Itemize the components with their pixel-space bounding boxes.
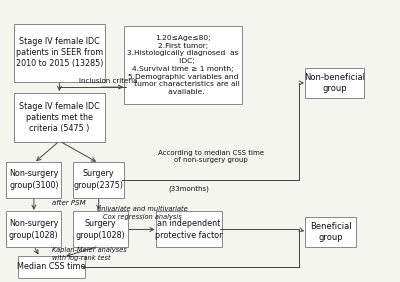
Text: Stage IV female IDC
patients met the
criteria (5475 ): Stage IV female IDC patients met the cri…: [19, 102, 100, 133]
Text: univariate and multivariate
Cox regression analysis: univariate and multivariate Cox regressi…: [96, 206, 187, 220]
FancyBboxPatch shape: [14, 92, 104, 142]
Text: Surgery
group(2375): Surgery group(2375): [74, 169, 124, 190]
FancyBboxPatch shape: [6, 162, 61, 198]
Text: Non-beneficial
group: Non-beneficial group: [304, 73, 365, 93]
FancyBboxPatch shape: [73, 212, 128, 247]
FancyBboxPatch shape: [305, 68, 364, 98]
Text: According to median CSS time
of non-surgery group: According to median CSS time of non-surg…: [158, 150, 264, 163]
FancyBboxPatch shape: [14, 23, 104, 81]
Text: an independent
protective factor: an independent protective factor: [155, 219, 223, 240]
Text: Surgery
group(1028): Surgery group(1028): [76, 219, 126, 240]
FancyBboxPatch shape: [73, 162, 124, 198]
Text: Kaplan-Meier analyses
with log-rank test: Kaplan-Meier analyses with log-rank test: [52, 247, 126, 261]
Text: Non-surgery
group(3100): Non-surgery group(3100): [9, 169, 59, 190]
Text: Stage IV female IDC
patients in SEER from
2010 to 2015 (13285): Stage IV female IDC patients in SEER fro…: [16, 37, 103, 69]
FancyBboxPatch shape: [305, 217, 356, 247]
FancyBboxPatch shape: [18, 256, 85, 278]
Text: 1.20≤Age≤80;
2.First tumor;
3.Histologically diagnosed  as
   IDC;
4.Survival ti: 1.20≤Age≤80; 2.First tumor; 3.Histologic…: [127, 35, 240, 95]
Text: (33months): (33months): [168, 185, 210, 192]
Text: Non-surgery
group(1028): Non-surgery group(1028): [9, 219, 59, 240]
FancyBboxPatch shape: [6, 212, 61, 247]
FancyBboxPatch shape: [156, 212, 222, 247]
Text: Median CSS time: Median CSS time: [17, 262, 86, 271]
Text: Beneficial
group: Beneficial group: [310, 222, 351, 243]
Text: Inclusion criteria: Inclusion criteria: [79, 78, 138, 84]
Text: after PSM: after PSM: [52, 201, 85, 206]
FancyBboxPatch shape: [124, 26, 242, 104]
